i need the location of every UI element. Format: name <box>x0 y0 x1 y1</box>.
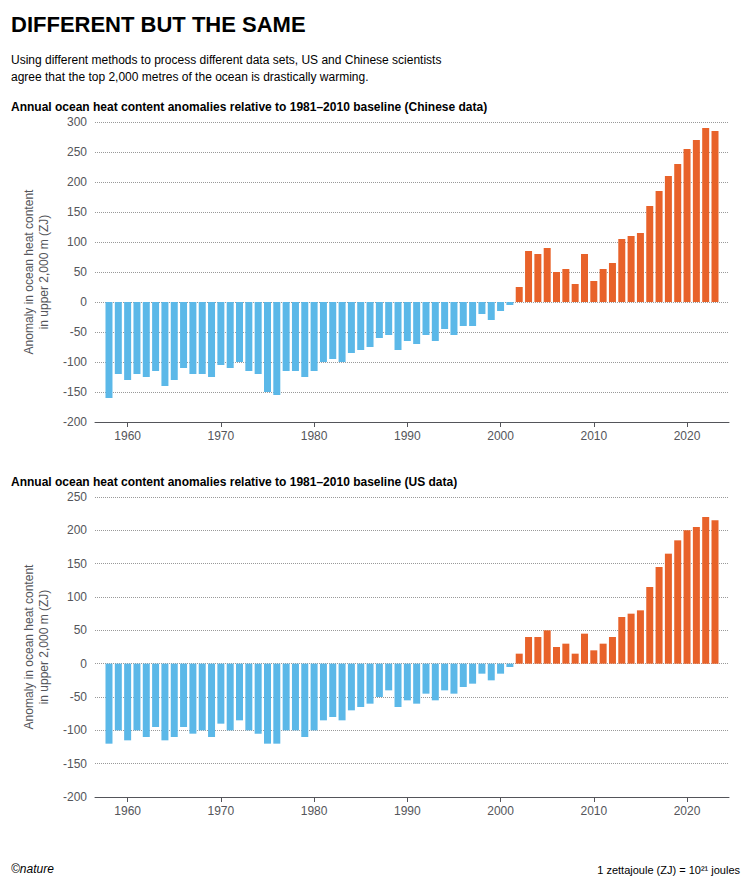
svg-text:100: 100 <box>67 590 87 604</box>
svg-text:1990: 1990 <box>394 429 421 443</box>
svg-text:250: 250 <box>67 145 87 159</box>
svg-text:2000: 2000 <box>487 429 514 443</box>
svg-text:DIFFERENT BUT THE SAME: DIFFERENT BUT THE SAME <box>11 12 306 37</box>
svg-text:1 zettajoule (ZJ) = 10²¹ joule: 1 zettajoule (ZJ) = 10²¹ joules <box>597 864 740 876</box>
svg-text:Anomaly in ocean heat content: Anomaly in ocean heat content <box>22 189 36 354</box>
svg-text:-50: -50 <box>70 325 88 339</box>
svg-text:1960: 1960 <box>114 429 141 443</box>
svg-text:-200: -200 <box>63 790 87 804</box>
svg-text:50: 50 <box>74 265 88 279</box>
svg-text:1980: 1980 <box>301 429 328 443</box>
svg-text:Using different methods to pro: Using different methods to process diffe… <box>11 53 441 67</box>
svg-text:100: 100 <box>67 235 87 249</box>
svg-text:50: 50 <box>74 623 88 637</box>
svg-text:200: 200 <box>67 175 87 189</box>
svg-text:1990: 1990 <box>394 804 421 818</box>
svg-text:150: 150 <box>67 557 87 571</box>
svg-text:250: 250 <box>67 490 87 504</box>
svg-text:150: 150 <box>67 205 87 219</box>
svg-text:1970: 1970 <box>208 429 235 443</box>
svg-text:Annual ocean heat content anom: Annual ocean heat content anomalies rela… <box>11 475 457 489</box>
svg-text:2010: 2010 <box>580 804 607 818</box>
svg-text:0: 0 <box>80 657 87 671</box>
svg-text:Anomaly in ocean heat content: Anomaly in ocean heat content <box>22 564 36 729</box>
svg-text:©nature: ©nature <box>11 862 54 876</box>
svg-text:0: 0 <box>80 295 87 309</box>
svg-text:-200: -200 <box>63 415 87 429</box>
svg-text:-100: -100 <box>63 355 87 369</box>
svg-text:2000: 2000 <box>487 804 514 818</box>
svg-text:300: 300 <box>67 115 87 129</box>
svg-text:1970: 1970 <box>208 804 235 818</box>
svg-text:in upper 2,000 m (ZJ): in upper 2,000 m (ZJ) <box>37 215 51 330</box>
svg-text:1960: 1960 <box>114 804 141 818</box>
svg-text:200: 200 <box>67 523 87 537</box>
svg-text:Annual ocean heat content anom: Annual ocean heat content anomalies rela… <box>11 100 487 114</box>
svg-text:2020: 2020 <box>674 804 701 818</box>
svg-text:2010: 2010 <box>580 429 607 443</box>
svg-text:-150: -150 <box>63 757 87 771</box>
svg-text:1980: 1980 <box>301 804 328 818</box>
svg-text:in upper 2,000 m (ZJ): in upper 2,000 m (ZJ) <box>37 590 51 705</box>
svg-text:-50: -50 <box>70 690 88 704</box>
svg-text:agree that the top 2,000 metre: agree that the top 2,000 metres of the o… <box>11 70 369 84</box>
svg-text:-150: -150 <box>63 385 87 399</box>
svg-text:-100: -100 <box>63 723 87 737</box>
svg-text:2020: 2020 <box>674 429 701 443</box>
